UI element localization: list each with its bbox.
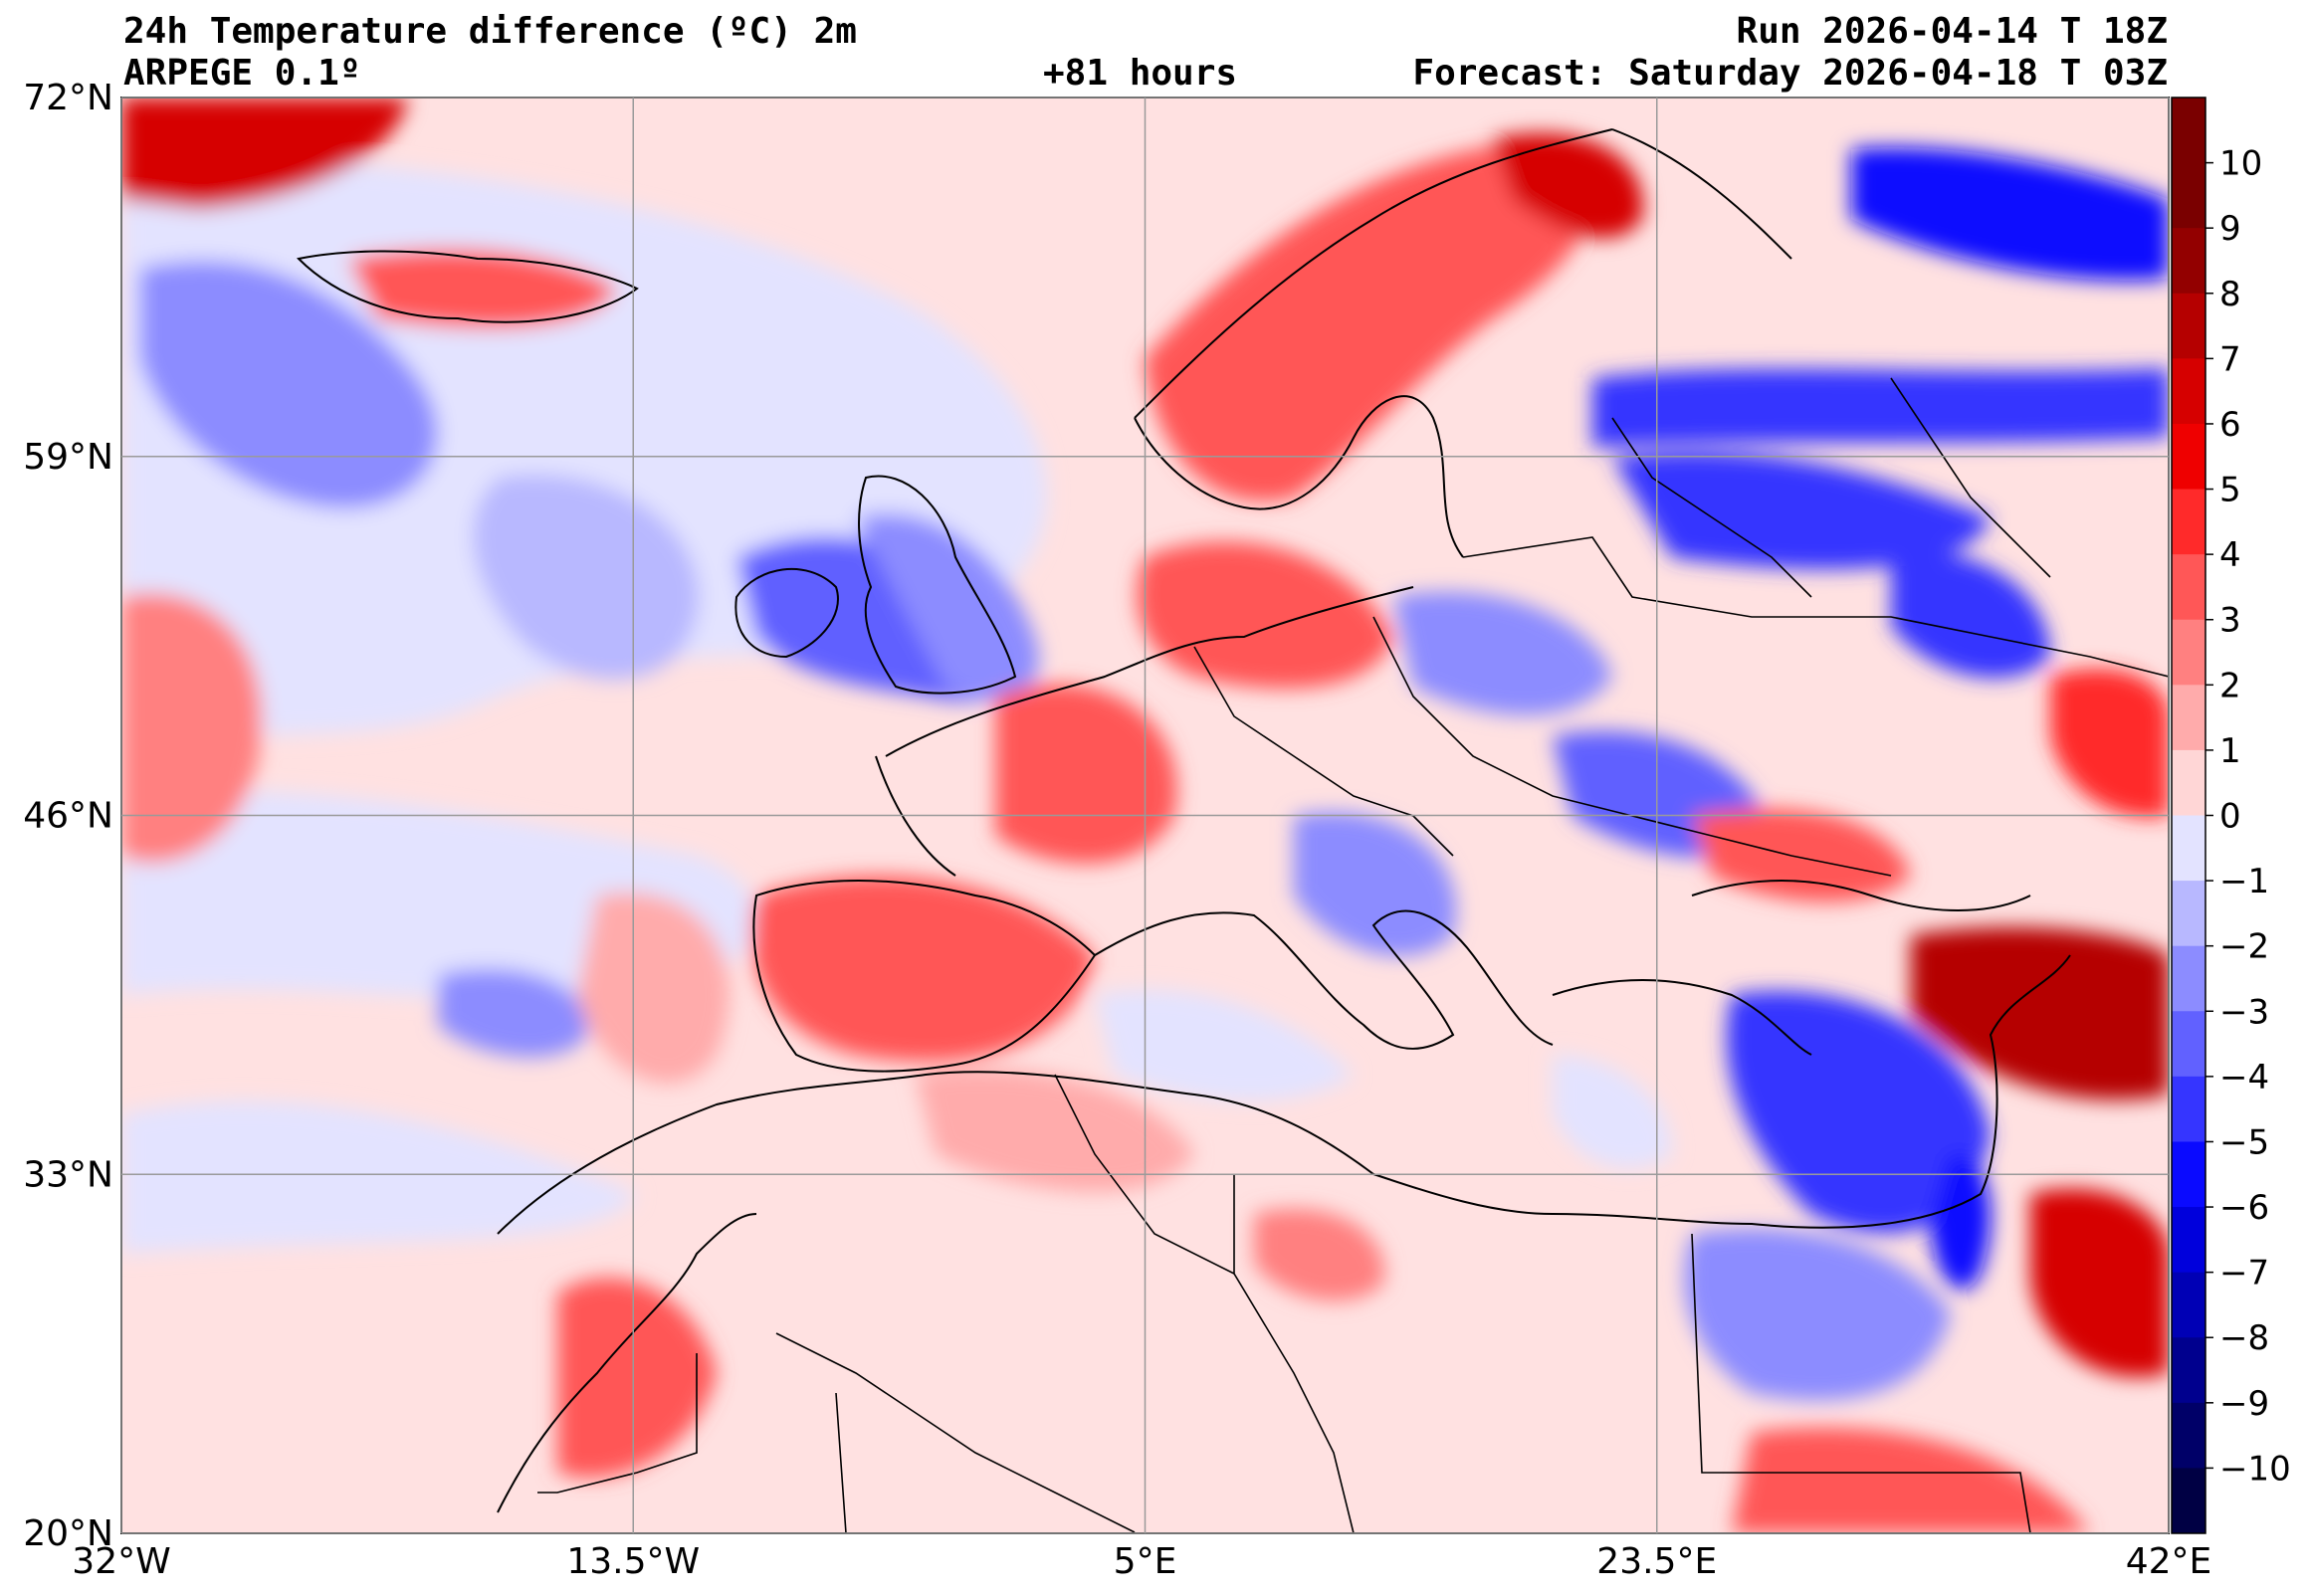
colorbar-swatch bbox=[2172, 358, 2205, 425]
run-time: Run 2026-04-14 T 18Z bbox=[1736, 11, 2168, 52]
colorbar-swatch bbox=[2172, 228, 2205, 295]
colorbar-swatch bbox=[2172, 815, 2205, 882]
lat-tick-label: 59°N bbox=[23, 437, 113, 478]
colorbar-swatch bbox=[2172, 1337, 2205, 1404]
colorbar-swatch bbox=[2172, 489, 2205, 555]
colorbar-swatch bbox=[2172, 881, 2205, 947]
axis-tick-labels: 72°N 59°N 46°N 33°N 20°N32°W 13.5°W 5°E 23.5°E 4… bbox=[23, 78, 2211, 1582]
colorbar-label: 7 bbox=[2219, 339, 2241, 379]
colorbar-label: −10 bbox=[2219, 1449, 2291, 1489]
colorbar-swatch bbox=[2172, 293, 2205, 359]
colorbar-label: 4 bbox=[2219, 535, 2241, 575]
colorbar-swatch bbox=[2172, 423, 2205, 491]
colorbar-label: 6 bbox=[2219, 405, 2241, 445]
coastlines bbox=[296, 128, 2071, 1513]
colorbar-swatch bbox=[2172, 749, 2205, 816]
colorbar-swatch bbox=[2172, 1076, 2205, 1142]
colorbar-swatch bbox=[2172, 619, 2205, 686]
colorbar-label: 5 bbox=[2219, 471, 2241, 510]
forecast-time: Forecast: Saturday 2026-04-18 T 03Z bbox=[1412, 53, 2168, 94]
colorbar-swatch bbox=[2172, 162, 2205, 229]
colorbar-label: −7 bbox=[2219, 1254, 2269, 1294]
lat-tick-label: 46°N bbox=[23, 796, 113, 837]
colorbar-swatch bbox=[2172, 1141, 2205, 1208]
colorbar-label: 9 bbox=[2219, 209, 2241, 249]
colorbar-swatch bbox=[2172, 1272, 2205, 1338]
colorbar-label: −6 bbox=[2219, 1188, 2269, 1228]
lat-tick-label: 33°N bbox=[23, 1154, 113, 1195]
chart-title: 24h Temperature difference (ºC) 2m bbox=[123, 11, 857, 52]
colorbar-swatch bbox=[2172, 945, 2205, 1012]
colorbar-label: 8 bbox=[2219, 275, 2241, 314]
colorbar-label: 1 bbox=[2219, 731, 2241, 771]
colorbar-label: −3 bbox=[2219, 992, 2269, 1032]
lead-time: +81 hours bbox=[1043, 53, 1238, 94]
lat-tick-label: 20°N bbox=[23, 1513, 113, 1554]
lon-tick-label: 32°W bbox=[72, 1541, 170, 1582]
colorbar-label: −2 bbox=[2219, 927, 2269, 967]
lat-tick-label: 72°N bbox=[23, 78, 113, 118]
graticule bbox=[120, 97, 2170, 1534]
colorbar-swatch bbox=[2172, 98, 2205, 164]
colorbar-swatch bbox=[2172, 554, 2205, 621]
colorbar-swatch bbox=[2172, 1402, 2205, 1469]
colorbar-label: −4 bbox=[2219, 1058, 2269, 1097]
colorbar-swatch bbox=[2172, 1468, 2205, 1534]
colorbar-label: −9 bbox=[2219, 1384, 2269, 1424]
model-name: ARPEGE 0.1º bbox=[123, 53, 361, 94]
colorbar-label: −5 bbox=[2219, 1122, 2269, 1162]
lon-tick-label: 13.5°W bbox=[566, 1541, 700, 1582]
colorbar-swatch bbox=[2172, 1207, 2205, 1274]
colorbar-label: 10 bbox=[2219, 144, 2262, 184]
country-borders bbox=[537, 377, 2169, 1533]
lon-tick-label: 23.5°E bbox=[1596, 1541, 1717, 1582]
colorbar-label: −8 bbox=[2219, 1318, 2269, 1358]
colorbar-label: 2 bbox=[2219, 666, 2241, 705]
colorbar-label: −1 bbox=[2219, 862, 2269, 901]
colorbar-swatch bbox=[2172, 1011, 2205, 1078]
colorbar-label: 3 bbox=[2219, 601, 2241, 641]
colorbar-label: 0 bbox=[2219, 797, 2241, 837]
lon-tick-label: 42°E bbox=[2126, 1541, 2212, 1582]
colorbar-swatch bbox=[2172, 685, 2205, 751]
lon-tick-label: 5°E bbox=[1114, 1541, 1177, 1582]
